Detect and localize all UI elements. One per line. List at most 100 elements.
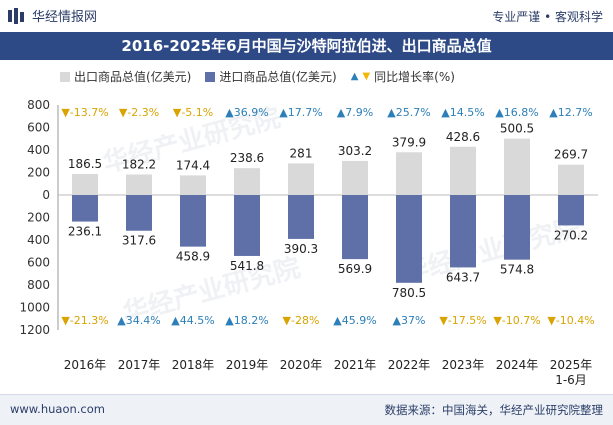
import-bar: [72, 195, 98, 222]
brand-name: 华经情报网: [32, 10, 98, 25]
import-yoy-label: ▼-10.4%: [547, 314, 594, 327]
import-value-label: 569.9: [338, 262, 372, 276]
legend-export-label: 出口商品总值(亿美元): [74, 70, 192, 84]
export-value-label: 379.9: [392, 135, 426, 149]
import-swatch: [205, 71, 216, 82]
export-bar: [504, 138, 530, 195]
export-bar: [396, 152, 422, 195]
export-yoy-label: ▲17.7%: [279, 106, 322, 119]
import-bar: [234, 195, 260, 256]
import-value-label: 574.8: [500, 263, 534, 277]
x-tick-label: 2022年: [388, 358, 431, 372]
legend-import-label: 进口商品总值(亿美元): [219, 70, 337, 84]
up-arrow-icon: ▲: [350, 71, 359, 82]
y-tick-label: 0: [42, 188, 50, 202]
import-yoy-label: ▲44.5%: [171, 314, 214, 327]
import-value-label: 780.5: [392, 286, 426, 300]
export-value-label: 186.5: [68, 157, 102, 171]
import-bar: [396, 195, 422, 283]
import-value-label: 270.2: [554, 228, 588, 242]
export-bar: [342, 160, 368, 195]
import-bar: [180, 195, 206, 247]
import-yoy-label: ▼-28%: [283, 314, 320, 327]
chart-svg: 800 600 400 200 0 200 400 600 800 1000 1200 186.5 23…: [19, 98, 598, 387]
x-tick-label: 2017年: [118, 358, 161, 372]
y-tick-label: 800: [27, 98, 50, 112]
y-tick-label: 1200: [19, 323, 50, 337]
x-tick-label: 2019年: [226, 358, 269, 372]
import-yoy-label: ▲18.2%: [225, 314, 268, 327]
footer-source: 数据来源：中国海关，华经产业研究院整理: [384, 403, 604, 417]
import-bar: [504, 195, 530, 260]
export-yoy-label: ▼-5.1%: [173, 106, 213, 119]
x-tick-label: 2016年: [64, 358, 107, 372]
import-bar: [126, 195, 152, 231]
chart-title: 2016-2025年6月中国与沙特阿拉伯进、出口商品总值: [0, 32, 613, 60]
brand-logo-icon: [8, 7, 24, 24]
y-tick-label: 200: [27, 166, 50, 180]
export-bar: [288, 163, 314, 195]
legend-import: 进口商品总值(亿美元): [205, 68, 337, 85]
export-yoy-label: ▲12.7%: [549, 106, 592, 119]
x-tick-label: 2023年: [442, 358, 485, 372]
export-yoy-label: ▲36.9%: [225, 106, 268, 119]
import-value-label: 643.7: [446, 270, 480, 284]
export-value-label: 500.5: [500, 122, 534, 136]
export-yoy-label: ▲16.8%: [495, 106, 538, 119]
import-value-label: 458.9: [176, 250, 210, 264]
x-tick-label: 2025年: [550, 358, 593, 372]
y-tick-label: 1000: [19, 301, 50, 315]
export-value-label: 269.7: [554, 148, 588, 162]
import-yoy-label: ▲34.4%: [117, 314, 160, 327]
x-tick-label: 2018年: [172, 358, 215, 372]
export-yoy-label: ▲14.5%: [441, 106, 484, 119]
import-value-label: 317.6: [122, 234, 156, 248]
export-yoy-label: ▲25.7%: [387, 106, 430, 119]
legend-export: 出口商品总值(亿美元): [60, 68, 191, 85]
import-value-label: 236.1: [68, 225, 102, 239]
down-arrow-icon: ▼: [362, 71, 371, 82]
export-bar: [180, 175, 206, 195]
import-value-label: 390.3: [284, 242, 318, 256]
footer-site-link[interactable]: www.huaon.com: [10, 402, 105, 416]
export-value-label: 238.6: [230, 151, 264, 165]
y-tick-label: 800: [27, 278, 50, 292]
legend-yoy: ▲ ▼ 同比增长率(%): [351, 68, 455, 85]
import-yoy-label: ▲37%: [393, 314, 426, 327]
export-bar: [126, 174, 152, 195]
export-bar: [558, 164, 584, 195]
export-value-label: 281: [290, 146, 313, 160]
export-value-label: 182.2: [122, 158, 156, 172]
footer: www.huaon.com 数据来源：中国海关，华经产业研究院整理: [0, 394, 613, 425]
export-yoy-label: ▼-2.3%: [119, 106, 159, 119]
import-bar: [558, 195, 584, 226]
import-yoy-label: ▼-21.3%: [61, 314, 108, 327]
legend: 出口商品总值(亿美元) 进口商品总值(亿美元) ▲ ▼ 同比增长率(%): [60, 68, 455, 85]
brand[interactable]: 华经情报网: [8, 6, 97, 25]
import-bar: [450, 195, 476, 268]
legend-yoy-label: 同比增长率(%): [374, 70, 455, 84]
x-tick-label: 2024年: [496, 358, 539, 372]
y-tick-label: 200: [27, 211, 50, 225]
x-tick-label: 2021年: [334, 358, 377, 372]
import-yoy-label: ▼-17.5%: [439, 314, 486, 327]
import-bar: [288, 195, 314, 239]
y-tick-label: 400: [27, 233, 50, 247]
import-value-label: 541.8: [230, 259, 264, 273]
x-tick-label: 1-6月: [555, 373, 587, 387]
export-bar: [450, 146, 476, 195]
import-bar: [342, 195, 368, 260]
x-tick-label: 2020年: [280, 358, 323, 372]
export-value-label: 428.6: [446, 130, 480, 144]
export-value-label: 174.4: [176, 158, 210, 172]
export-swatch: [60, 71, 70, 82]
import-yoy-label: ▼-10.7%: [493, 314, 540, 327]
export-yoy-label: ▲7.9%: [337, 106, 373, 119]
top-bar: 华经情报网 专业严谨 • 客观科学: [0, 0, 613, 32]
y-tick-label: 600: [27, 256, 50, 270]
export-bar: [72, 174, 98, 195]
export-value-label: 303.2: [338, 144, 372, 158]
import-yoy-label: ▲45.9%: [333, 314, 376, 327]
slogan: 专业严谨 • 客观科学: [492, 10, 603, 24]
export-yoy-label: ▼-13.7%: [61, 106, 108, 119]
